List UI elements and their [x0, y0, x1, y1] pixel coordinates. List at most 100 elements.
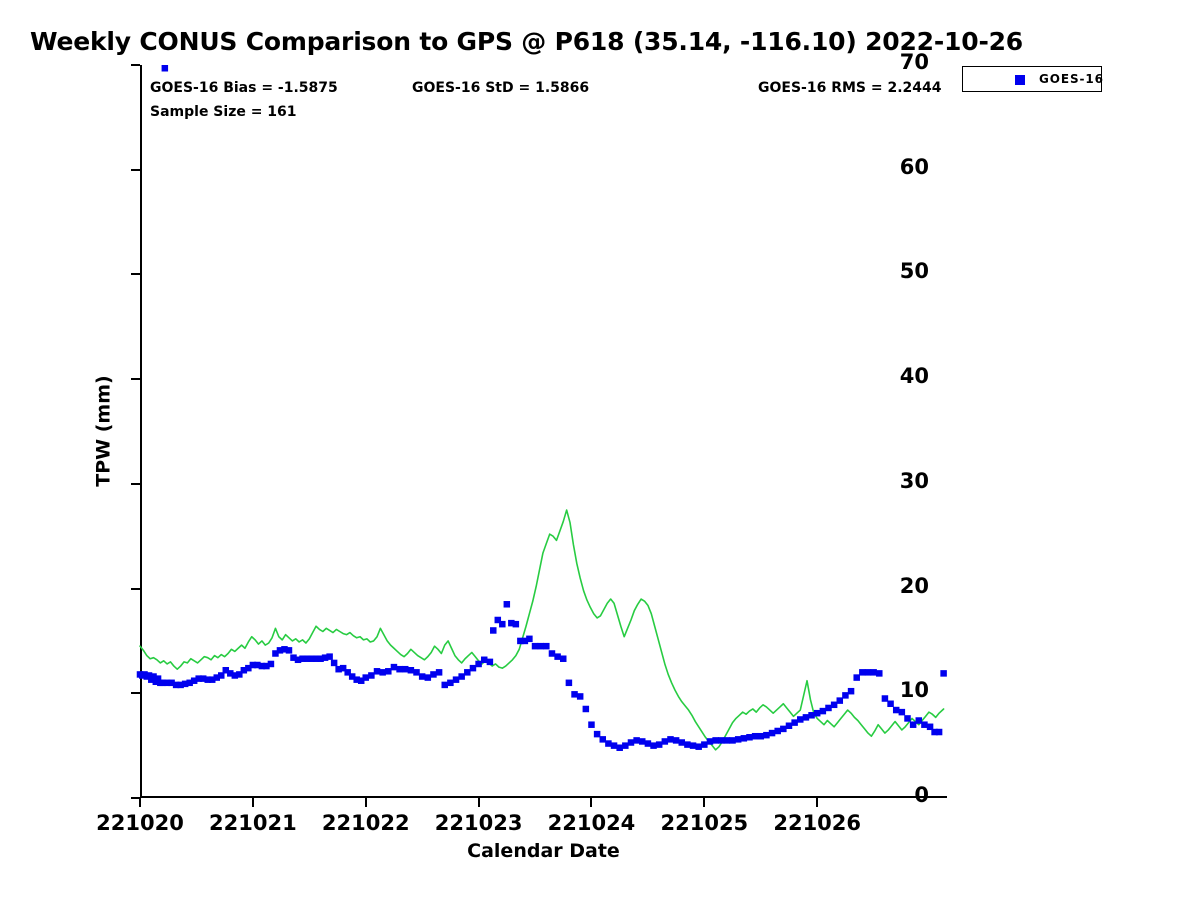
goes16-data-point	[294, 656, 302, 664]
goes16-data-point	[208, 676, 216, 683]
goes16-data-point	[554, 653, 561, 660]
goes16-data-point	[373, 668, 381, 675]
goes16-data-point	[797, 716, 804, 723]
goes16-data-point	[177, 681, 184, 689]
goes16-data-point	[368, 672, 375, 679]
goes16-data-point	[723, 737, 731, 744]
goes16-data-point	[898, 708, 906, 716]
goes16-data-point	[163, 679, 171, 687]
y-tick-label-0: 0	[914, 783, 929, 807]
goes16-data-point	[521, 637, 529, 645]
goes16-data-point	[853, 674, 860, 681]
x-tick-221026	[816, 798, 819, 807]
goes16-data-point	[236, 671, 243, 678]
goes16-data-point	[231, 672, 239, 679]
goes16-data-point	[396, 665, 403, 673]
goes16-data-point	[774, 727, 781, 735]
goes16-data-point	[161, 65, 169, 72]
y-tick-label-30: 30	[899, 468, 929, 493]
goes16-data-point	[531, 642, 539, 650]
goes16-data-point	[321, 654, 329, 661]
goes16-data-point	[819, 707, 827, 715]
goes16-data-point	[357, 677, 365, 684]
gps-line	[139, 509, 945, 751]
y-tick-label-50: 50	[899, 259, 929, 284]
goes16-data-point	[672, 737, 680, 744]
goes16-data-point	[181, 680, 189, 688]
goes16-data-point	[695, 743, 702, 750]
goes16-data-point	[362, 674, 369, 681]
y-axis-title: TPW (mm)	[92, 375, 115, 487]
goes16-data-point	[157, 679, 164, 687]
goes16-data-point	[791, 719, 798, 726]
goes16-data-point	[330, 659, 338, 667]
goes16-data-point	[267, 660, 275, 668]
x-tick-label-221021: 221021	[209, 811, 297, 835]
goes16-data-point	[548, 650, 556, 657]
goes16-data-point	[458, 673, 465, 680]
goes16-data-point	[605, 740, 612, 747]
goes16-data-point	[892, 706, 900, 714]
goes16-data-point	[689, 742, 697, 749]
goes16-data-point	[348, 673, 356, 680]
goes16-data-point	[881, 695, 889, 702]
legend-swatch-goes16	[1015, 75, 1025, 85]
stat-sample-size: Sample Size = 161	[150, 104, 297, 120]
goes16-data-point	[204, 676, 211, 683]
goes16-data-point	[152, 678, 160, 686]
goes16-data-point	[430, 671, 437, 678]
goes16-data-point	[661, 738, 669, 745]
goes16-data-point	[836, 697, 844, 704]
goes16-data-point	[227, 670, 234, 677]
goes16-data-point	[379, 669, 386, 676]
goes16-data-point	[263, 662, 270, 670]
goes16-data-point	[312, 655, 320, 662]
x-axis-title: Calendar Date	[467, 840, 620, 862]
goes16-data-point	[650, 742, 657, 749]
x-tick-221023	[477, 798, 480, 807]
goes16-data-point	[763, 731, 770, 739]
data-plot	[136, 65, 947, 751]
goes16-data-point	[512, 620, 520, 628]
goes16-data-point	[254, 661, 261, 669]
goes16-data-point	[706, 738, 714, 745]
goes16-data-point	[285, 647, 293, 654]
goes16-data-point	[904, 715, 911, 722]
goes16-data-point	[186, 679, 193, 687]
goes16-data-point	[240, 667, 248, 674]
goes16-data-point	[576, 693, 584, 700]
goes16-data-point	[780, 725, 787, 733]
goes16-data-point	[887, 700, 894, 708]
legend: GOES-16	[962, 66, 1103, 92]
goes16-data-point	[847, 687, 855, 695]
goes16-data-point	[599, 736, 607, 743]
goes16-data-point	[213, 674, 220, 681]
x-axis-line	[140, 796, 947, 798]
goes16-data-point	[751, 732, 759, 740]
goes16-data-point	[385, 668, 392, 675]
x-tick-label-221024: 221024	[547, 811, 636, 835]
goes16-data-point	[218, 672, 225, 679]
goes16-data-point	[245, 664, 252, 672]
y-tick-10	[131, 692, 140, 695]
y-tick-label-60: 60	[899, 154, 929, 179]
goes16-data-point	[734, 736, 742, 743]
y-tick-30	[131, 482, 140, 485]
x-tick-label-221020: 221020	[96, 811, 184, 835]
goes16-data-point	[418, 673, 426, 680]
goes16-data-point	[168, 679, 175, 687]
goes16-data-point	[344, 669, 351, 676]
y-tick-label-10: 10	[899, 678, 929, 703]
goes16-data-point	[667, 736, 674, 743]
goes16-data-point	[842, 692, 849, 699]
x-tick-221025	[703, 798, 706, 807]
goes16-data-point	[139, 672, 146, 679]
goes16-data-point	[678, 739, 686, 746]
y-tick-50	[131, 273, 140, 276]
goes16-data-point	[785, 722, 793, 729]
goes16-data-point	[190, 677, 198, 684]
goes16-data-point	[565, 679, 573, 687]
goes16-data-point	[526, 635, 533, 643]
stat-std: GOES-16 StD = 1.5866	[412, 80, 590, 96]
